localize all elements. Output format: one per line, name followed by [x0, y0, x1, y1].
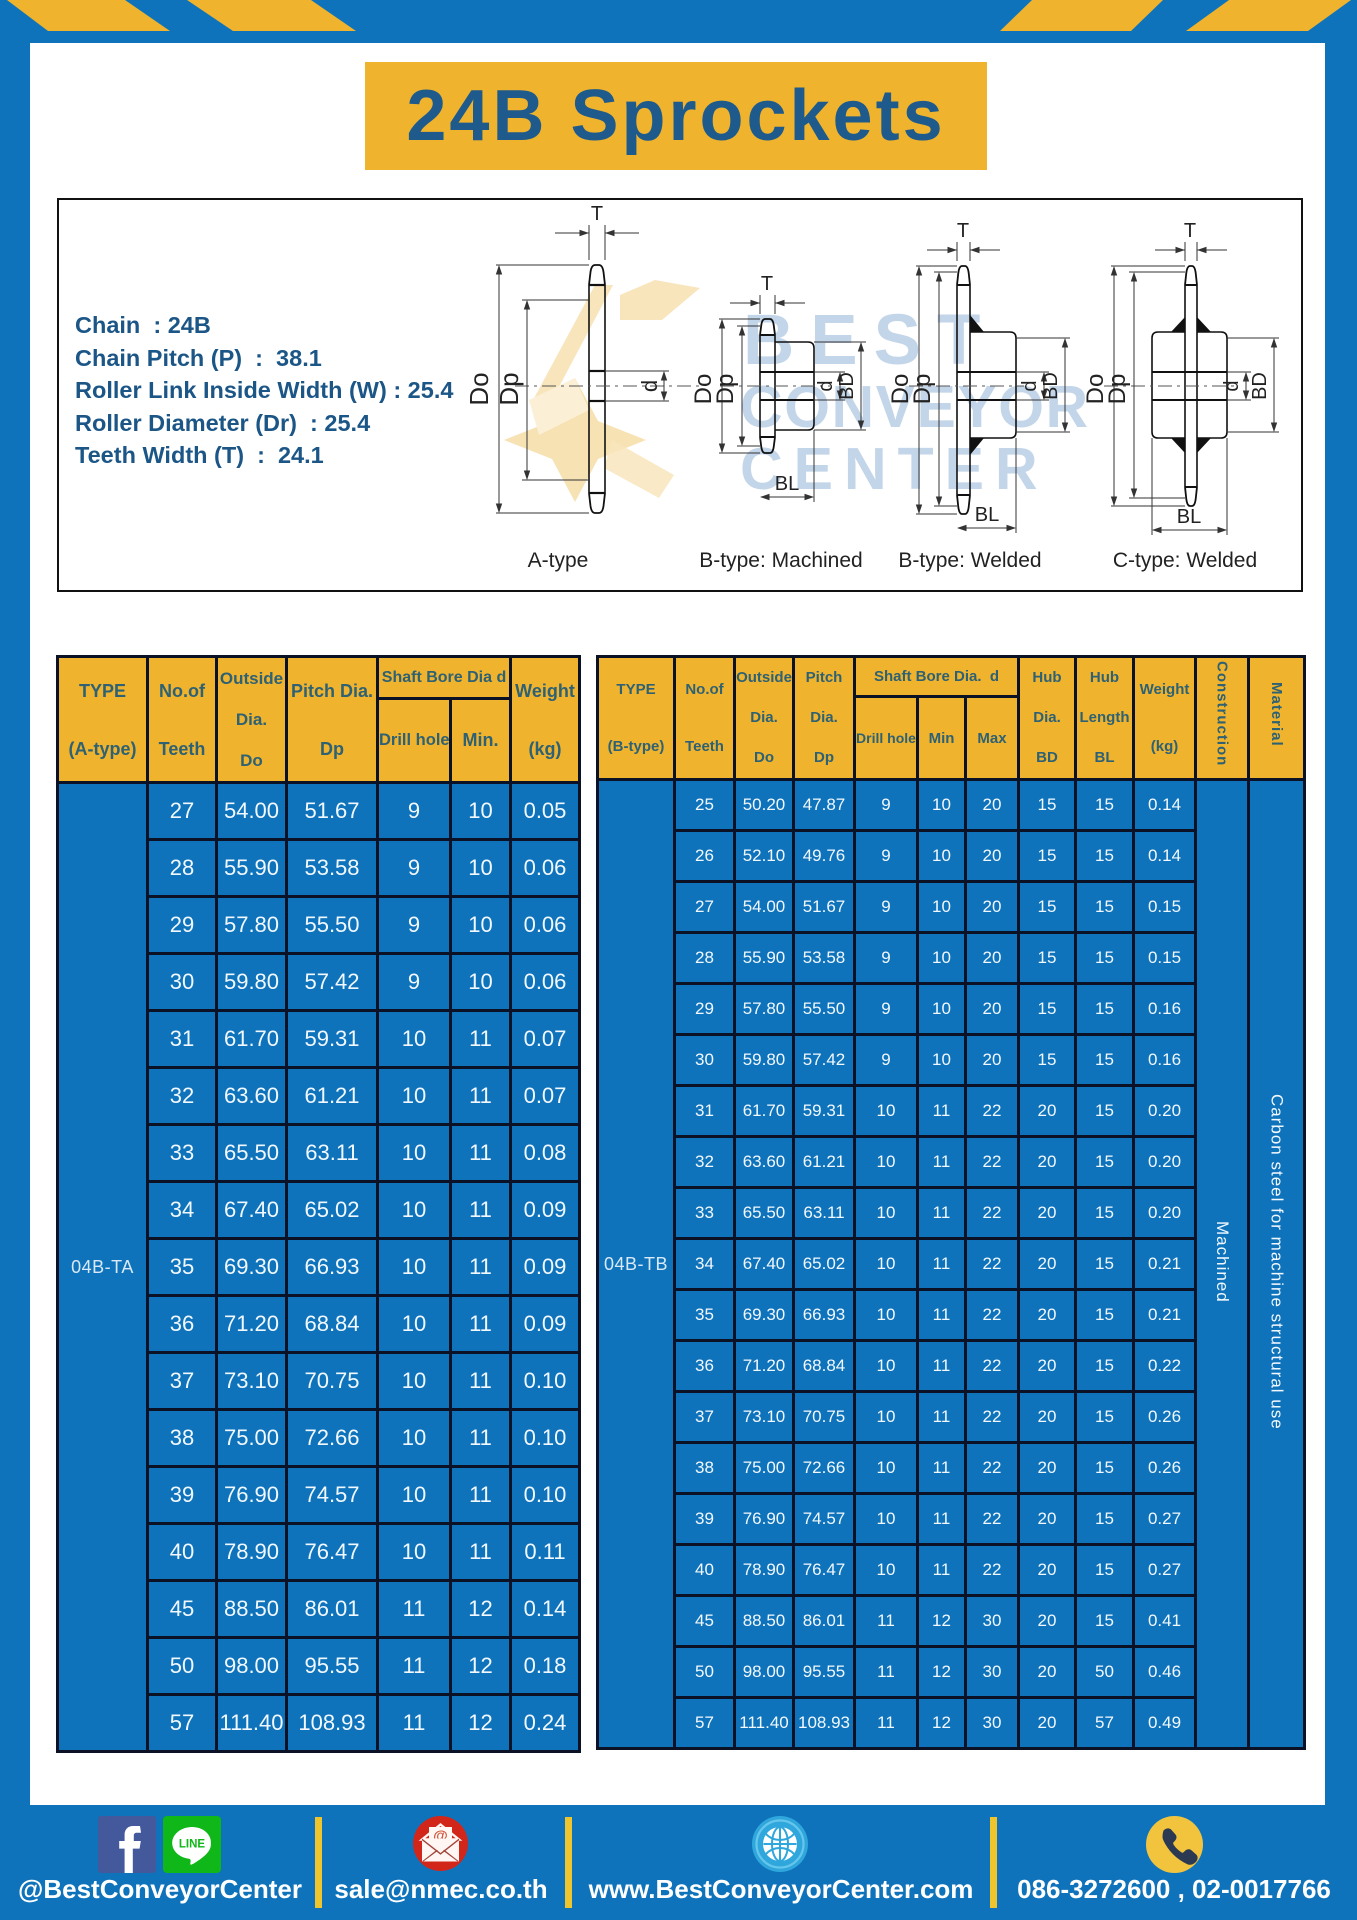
svg-text:T: T: [957, 220, 969, 242]
svg-text:Do: Do: [690, 374, 717, 405]
svg-text:Do: Do: [464, 372, 494, 405]
svg-text:BD: BD: [836, 372, 858, 400]
svg-text:d: d: [1019, 380, 1041, 391]
svg-text:Dp: Dp: [1104, 374, 1131, 405]
svg-text:Dp: Dp: [494, 372, 524, 405]
svg-text:T: T: [1184, 220, 1196, 242]
svg-text:BL: BL: [1177, 506, 1201, 528]
svg-text:Do: Do: [1082, 374, 1109, 405]
svg-text:Dp: Dp: [712, 374, 739, 405]
svg-text:BL: BL: [775, 473, 799, 495]
svg-text:BD: BD: [1249, 372, 1271, 400]
svg-text:Dp: Dp: [909, 374, 936, 405]
svg-text:d: d: [637, 380, 662, 392]
svg-text:T: T: [761, 273, 773, 295]
svg-text:BEST: BEST: [743, 301, 996, 380]
svg-text:Do: Do: [887, 374, 914, 405]
svg-text:LINE: LINE: [179, 1839, 206, 1851]
svg-text:BD: BD: [1040, 372, 1062, 400]
svg-text:d: d: [815, 380, 837, 391]
svg-text:T: T: [591, 203, 603, 225]
svg-text:CENTER: CENTER: [740, 436, 1049, 502]
svg-text:d: d: [1221, 380, 1243, 391]
svg-text:CONVEYOR: CONVEYOR: [740, 374, 1090, 440]
svg-text:BL: BL: [975, 504, 999, 526]
